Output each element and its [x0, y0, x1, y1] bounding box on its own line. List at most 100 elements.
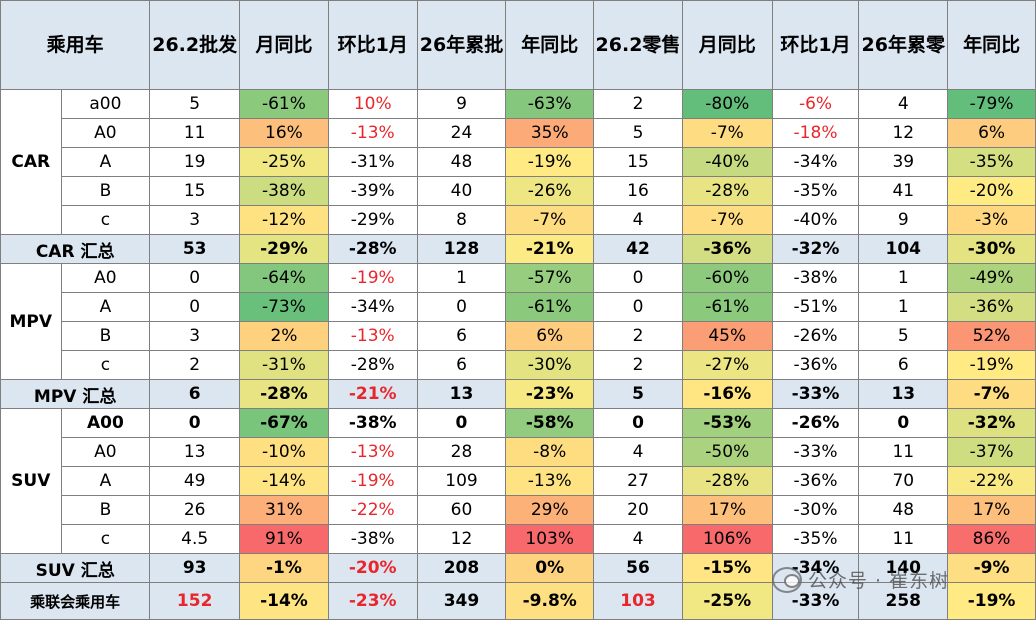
table-cell: -36% — [771, 350, 860, 380]
table-cell: 208 — [416, 553, 507, 583]
table-cell: -3% — [947, 205, 1036, 235]
table-cell: 0 — [416, 408, 507, 438]
table-cell: 13 — [858, 379, 949, 409]
table-cell: 5 — [858, 321, 949, 351]
table-cell: 16% — [239, 118, 329, 148]
table-cell: -19% — [327, 466, 418, 496]
table-body: CAR a00 5 -61% 10% 9 -63% 2 -80% -6% 4 -79% A0 11 16% -… — [0, 89, 1036, 620]
table-cell: -28% — [327, 234, 418, 264]
table-cell: -64% — [239, 263, 329, 293]
segment-cell: A0 — [60, 437, 151, 467]
table-cell: -36% — [681, 234, 773, 264]
table-cell: -23% — [505, 379, 595, 409]
table-cell: -36% — [771, 466, 860, 496]
table-cell: 48 — [858, 495, 949, 525]
table-cell: -7% — [505, 205, 595, 235]
table-cell: -9% — [947, 553, 1036, 583]
table-row: A0 13 -10% -13% 28 -8% 4 -50% -33% 11 -37% — [1, 437, 1036, 467]
table-cell: 140 — [858, 553, 949, 583]
table-cell: 0 — [416, 292, 507, 322]
table-row: B 3 2% -13% 6 6% 2 45% -26% 5 52% — [1, 321, 1036, 351]
table-cell: -19% — [505, 147, 595, 177]
table-cell: -21% — [505, 234, 595, 264]
table-cell: 1 — [416, 263, 507, 293]
table-cell: 1 — [858, 292, 949, 322]
header-cell: 月同比 — [239, 0, 329, 90]
table-cell: 4 — [593, 205, 683, 235]
table-cell: -26% — [505, 176, 595, 206]
wechat-icon — [772, 566, 802, 593]
table-cell: 45% — [681, 321, 773, 351]
header-cell: 26.2零售 — [593, 0, 683, 90]
header-cell: 26.2批发 — [149, 0, 241, 90]
header-cell: 乘用车 — [0, 0, 151, 90]
table-cell: 39 — [858, 147, 949, 177]
table-cell: 349 — [416, 582, 507, 620]
total-label: 乘联会乘用车 — [0, 582, 151, 620]
table-row: B 15 -38% -39% 40 -26% 16 -28% -35% 41 -20% — [1, 176, 1036, 206]
table-cell: -30% — [771, 495, 860, 525]
table-cell: -35% — [771, 524, 860, 554]
table-cell: -1% — [239, 553, 329, 583]
table-cell: 5 — [149, 89, 241, 119]
summary-row: CAR 汇总 53 -29% -28% 128 -21% 42 -36% -32% 104 -30% — [0, 234, 1036, 264]
table-row: SUV A00 0 -67% -38% 0 -58% 0 -53% -26% 0 -32% — [0, 408, 1036, 554]
table-cell: -12% — [239, 205, 329, 235]
table-cell: -20% — [327, 553, 418, 583]
table-cell: 258 — [858, 582, 949, 620]
table-cell: 49 — [149, 466, 241, 496]
table-cell: -20% — [947, 176, 1036, 206]
summary-row: MPV 汇总 6 -28% -21% 13 -23% 5 -16% -33% 13 -7% — [0, 379, 1036, 409]
table-cell: -15% — [681, 553, 773, 583]
table-cell: -58% — [505, 408, 595, 438]
table-cell: -39% — [327, 176, 418, 206]
table-cell: -26% — [771, 408, 860, 438]
table-cell: 60 — [416, 495, 507, 525]
table-cell: 9 — [858, 205, 949, 235]
table-cell: 106% — [681, 524, 773, 554]
table-cell: -32% — [947, 408, 1036, 438]
table-cell: 2 — [593, 350, 683, 380]
segment-cell: c — [60, 205, 151, 235]
table-cell: -13% — [327, 118, 418, 148]
table-cell: 103 — [593, 582, 683, 620]
table-cell: 16 — [593, 176, 683, 206]
table-cell: 0 — [858, 408, 949, 438]
table-cell: -73% — [239, 292, 329, 322]
table-cell: -51% — [771, 292, 860, 322]
table-cell: 1 — [858, 263, 949, 293]
table-cell: -16% — [681, 379, 773, 409]
table-cell: 17% — [947, 495, 1036, 525]
header-cell: 月同比 — [681, 0, 773, 90]
table-cell: 109 — [416, 466, 507, 496]
table-cell: -28% — [681, 176, 773, 206]
table-cell: 2 — [593, 321, 683, 351]
table-cell: 0 — [149, 292, 241, 322]
table-cell: 27 — [593, 466, 683, 496]
table-cell: -38% — [327, 408, 418, 438]
table-cell: -32% — [771, 234, 860, 264]
table-cell: -27% — [681, 350, 773, 380]
table-cell: -10% — [239, 437, 329, 467]
table-cell: 6 — [416, 321, 507, 351]
table-cell: 91% — [239, 524, 329, 554]
table-cell: 93 — [149, 553, 241, 583]
table-cell: 2% — [239, 321, 329, 351]
table-cell: 104 — [858, 234, 949, 264]
table-cell: -63% — [505, 89, 595, 119]
header-cell: 环比1月 — [771, 0, 860, 90]
table-cell: 56 — [593, 553, 683, 583]
table-cell: -6% — [771, 89, 860, 119]
table-cell: 128 — [416, 234, 507, 264]
table-cell: -61% — [681, 292, 773, 322]
table-cell: -22% — [327, 495, 418, 525]
table-row: B 26 31% -22% 60 29% 20 17% -30% 48 17% — [1, 495, 1036, 525]
table-cell: -40% — [771, 205, 860, 235]
table-cell: 53 — [149, 234, 241, 264]
table-cell: -19% — [947, 350, 1036, 380]
table-cell: 2 — [149, 350, 241, 380]
table-cell: 15 — [149, 176, 241, 206]
table-cell: -35% — [771, 176, 860, 206]
table-cell: -49% — [947, 263, 1036, 293]
